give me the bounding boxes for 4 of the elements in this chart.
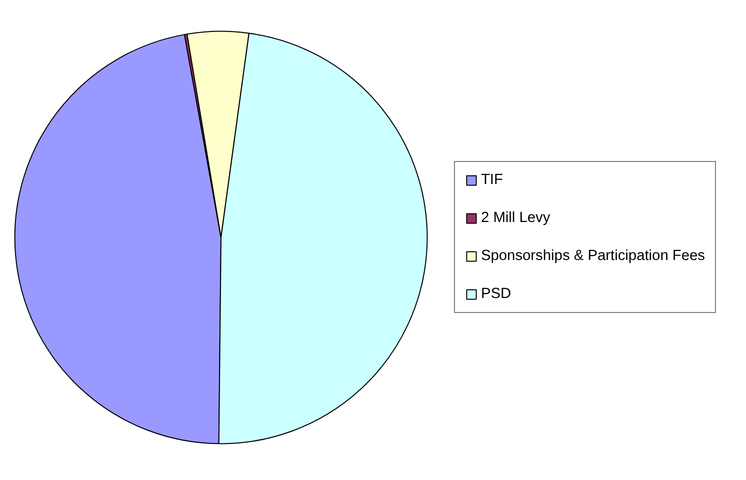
legend-label: PSD	[480, 286, 512, 302]
legend-label: 2 Mill Levy	[480, 210, 550, 226]
legend-label: TIF	[480, 172, 503, 188]
legend-label: Sponsorships & Participation Fees	[480, 248, 705, 264]
